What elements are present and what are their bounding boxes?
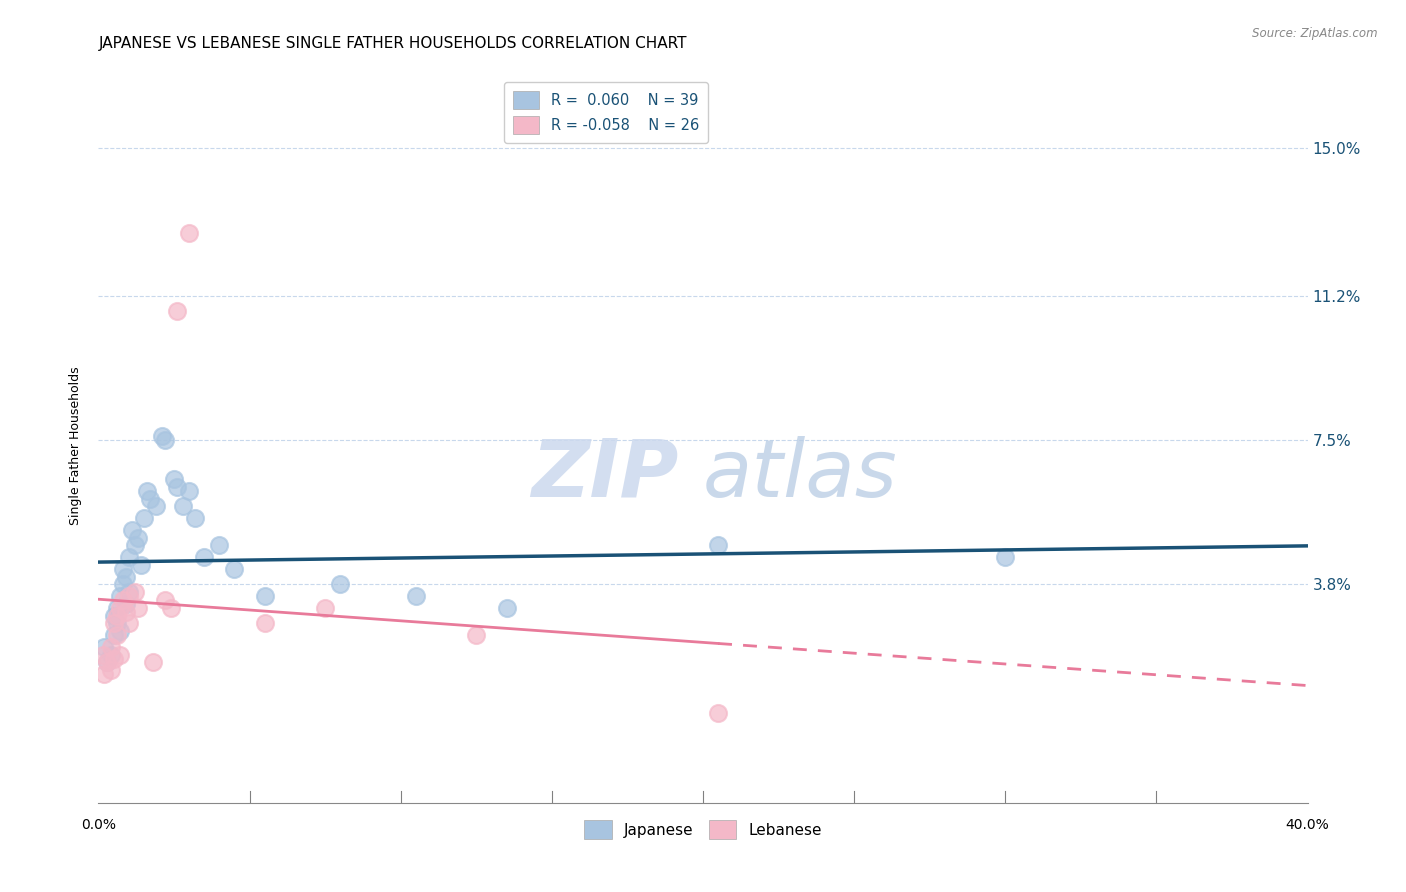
Text: 40.0%: 40.0% [1285,818,1330,832]
Point [465,628,488,642]
Point [145,500,167,514]
Point [118,589,141,603]
Point [314,600,336,615]
Point [121,523,143,537]
Point [179,483,201,498]
Point [172,500,194,514]
Point [135,483,157,498]
Point [166,304,188,318]
Point [224,562,246,576]
Point [118,585,141,599]
Point [118,616,141,631]
Text: 0.0%: 0.0% [82,818,115,832]
Point [93,667,115,681]
Text: Source: ZipAtlas.com: Source: ZipAtlas.com [1253,27,1378,40]
Point [707,538,730,552]
Point [124,585,146,599]
Point [105,616,128,631]
Point [103,608,125,623]
Point [105,608,128,623]
Point [166,480,188,494]
Point [103,651,125,665]
Point [114,569,136,583]
Point [91,648,114,662]
Point [253,589,276,603]
Point [994,550,1017,565]
Point [139,491,162,506]
Point [127,531,149,545]
Point [108,648,131,662]
Point [163,472,186,486]
Point [329,577,352,591]
Point [150,429,173,443]
Point [103,616,125,631]
Point [105,600,128,615]
Y-axis label: Single Father Households: Single Father Households [69,367,83,525]
Point [100,648,122,662]
Point [108,624,131,639]
Point [208,538,231,552]
Point [253,616,276,631]
Point [142,656,165,670]
Point [114,597,136,611]
Point [124,538,146,552]
Point [100,663,122,677]
Point [153,433,176,447]
Point [108,600,131,615]
Point [707,706,730,720]
Point [118,550,141,565]
Point [405,589,427,603]
Point [129,558,152,572]
Text: atlas: atlas [703,435,898,514]
Point [105,628,128,642]
Point [184,511,207,525]
Point [111,577,134,591]
Point [96,656,118,670]
Point [160,600,183,615]
Point [179,227,201,241]
Legend: Japanese, Lebanese: Japanese, Lebanese [578,814,828,845]
Point [114,605,136,619]
Point [100,640,122,654]
Point [93,640,115,654]
Text: ZIP: ZIP [531,435,679,514]
Text: JAPANESE VS LEBANESE SINGLE FATHER HOUSEHOLDS CORRELATION CHART: JAPANESE VS LEBANESE SINGLE FATHER HOUSE… [98,36,688,51]
Point [127,600,149,615]
Point [111,562,134,576]
Point [111,593,134,607]
Point [495,600,517,615]
Point [108,589,131,603]
Point [153,593,176,607]
Point [96,656,118,670]
Point [132,511,155,525]
Point [193,550,215,565]
Point [103,628,125,642]
